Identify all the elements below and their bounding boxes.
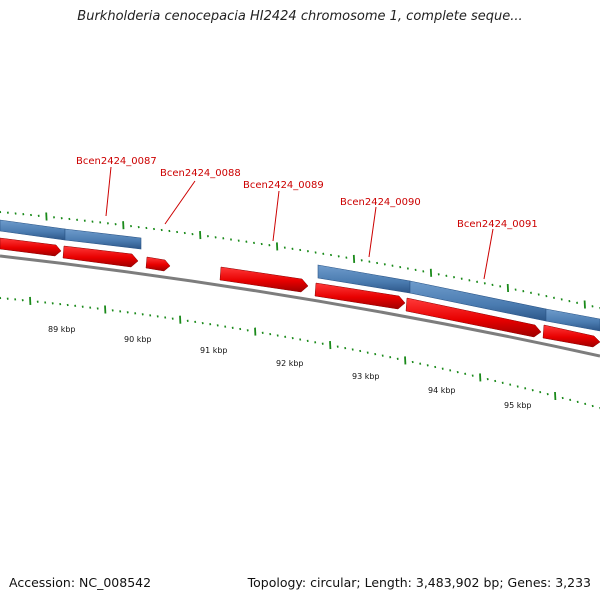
lower-tick-track xyxy=(0,296,600,410)
gene-arrow xyxy=(219,266,309,293)
gene-arrow xyxy=(0,237,62,257)
kbp-label-95: 95 kbp xyxy=(504,401,532,410)
gene-arrow xyxy=(314,282,406,310)
kbp-label-90: 90 kbp xyxy=(124,335,152,344)
kbp-label-93: 93 kbp xyxy=(352,372,380,381)
cds-band xyxy=(545,308,600,332)
kbp-label-94: 94 kbp xyxy=(428,386,456,395)
label-leader xyxy=(105,166,112,217)
cds-band xyxy=(64,228,142,250)
cds-track xyxy=(0,219,600,332)
gene-arrow xyxy=(62,245,139,268)
genome-summary-text: Topology: circular; Length: 3,483,902 bp… xyxy=(247,575,591,590)
map-title: Burkholderia cenocepacia HI2424 chromoso… xyxy=(77,9,523,24)
upper-tick-track xyxy=(0,210,600,310)
gene-label-bcen2424-0091: Bcen2424_0091 xyxy=(457,219,538,230)
kbp-label-91: 91 kbp xyxy=(200,346,228,355)
kbp-label-89: 89 kbp xyxy=(48,325,76,334)
gene-label-bcen2424-0088: Bcen2424_0088 xyxy=(160,168,241,179)
gene-labels: Bcen2424_0087 Bcen2424_0088 Bcen2424_008… xyxy=(76,156,538,230)
label-leader xyxy=(483,228,494,280)
gene-track xyxy=(0,237,600,348)
accession-text: Accession: NC_008542 xyxy=(9,575,152,590)
kbp-labels: 89 kbp 90 kbp 91 kbp 92 kbp 93 kbp 94 kb… xyxy=(48,325,532,410)
label-leader xyxy=(164,180,196,225)
gene-label-leaders xyxy=(105,166,494,280)
label-leader xyxy=(272,190,280,242)
kbp-label-92: 92 kbp xyxy=(276,359,304,368)
gene-arrow xyxy=(405,297,542,338)
cds-band xyxy=(0,219,66,241)
gene-arrow xyxy=(542,324,600,348)
label-leader xyxy=(368,206,377,258)
gene-label-bcen2424-0089: Bcen2424_0089 xyxy=(243,180,324,191)
gene-label-bcen2424-0090: Bcen2424_0090 xyxy=(340,197,421,208)
gene-arrow xyxy=(145,256,171,272)
genome-backbone xyxy=(0,254,600,358)
gene-label-bcen2424-0087: Bcen2424_0087 xyxy=(76,156,157,167)
